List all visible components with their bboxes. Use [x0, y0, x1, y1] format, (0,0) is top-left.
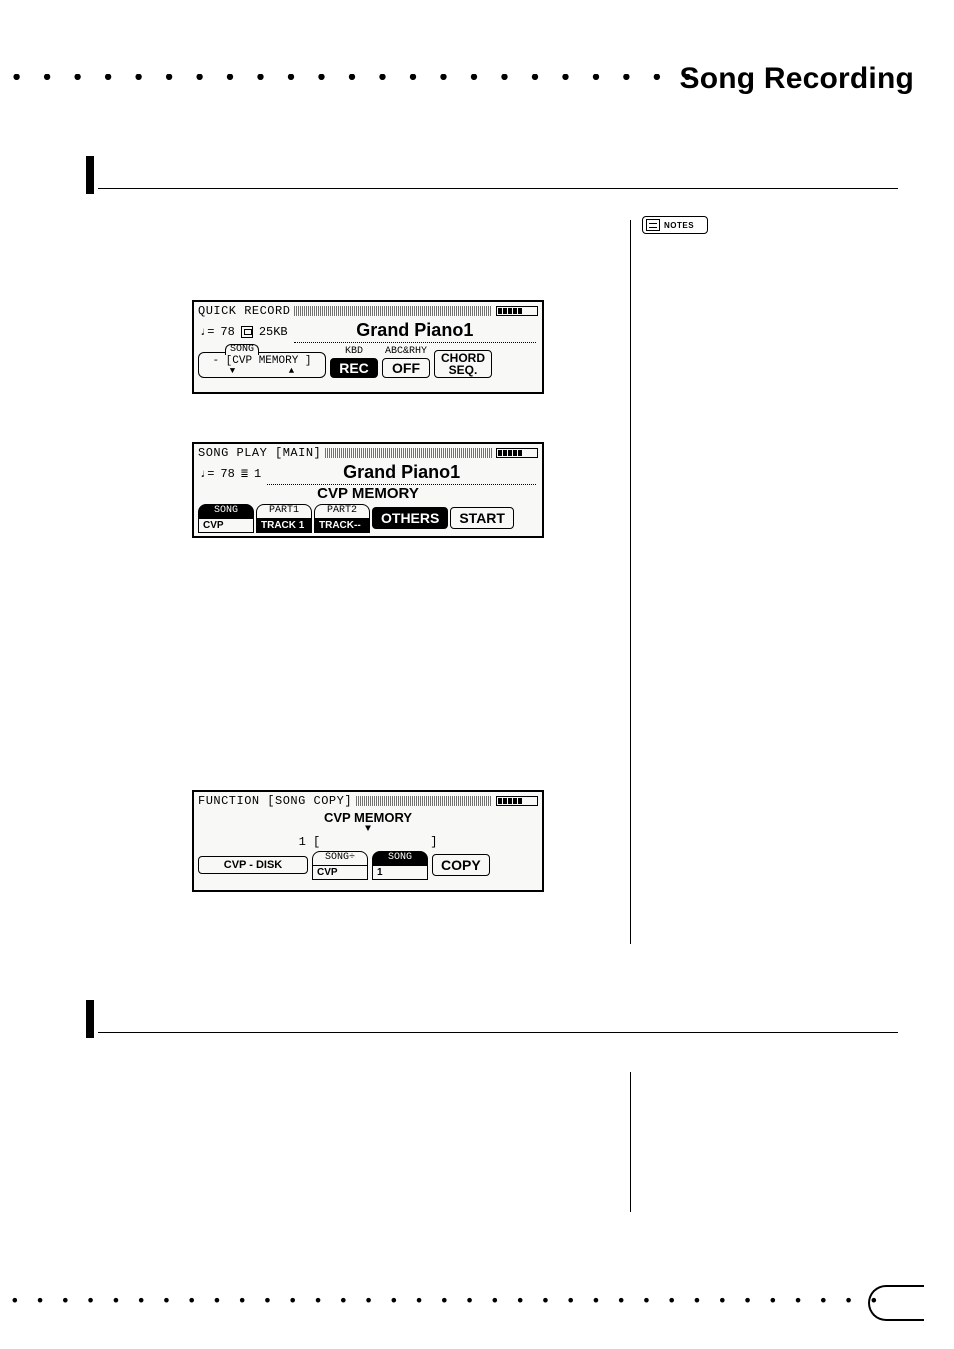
battery-icon — [496, 448, 538, 458]
disk-icon — [241, 326, 253, 338]
lcd-title: FUNCTION [SONG COPY] — [198, 794, 352, 808]
down-icon: ▼ — [230, 367, 235, 376]
off-button[interactable]: OFF — [382, 358, 430, 379]
song-value: - [CVP MEMORY ] — [203, 354, 321, 368]
side-divider — [630, 1072, 631, 1212]
song-tab[interactable]: SONG CVP — [198, 504, 254, 533]
abcrhy-column: ABC&RHY OFF — [382, 347, 430, 378]
cvp-disk-button[interactable]: CVP - DISK — [198, 856, 308, 874]
tab-song-bot: CVP — [198, 519, 254, 533]
part2-tab[interactable]: PART2 TRACK-- — [314, 504, 370, 533]
lcd-song-copy: FUNCTION [SONG COPY] CVP MEMORY ▼ 1 [ ] … — [192, 790, 544, 892]
voice-name: Grand Piano1 — [294, 320, 536, 343]
footer-dots: • • • • • • • • • • • • • • • • • • • • … — [10, 1297, 880, 1305]
chord-seq-button[interactable]: CHORD SEQ. — [434, 350, 492, 378]
disk-size: 25KB — [259, 325, 288, 339]
lcd-quick-record: QUICK RECORD ♩= 78 25KB Grand Piano1 SON… — [192, 300, 544, 394]
song-source[interactable]: SONG÷ CVP — [312, 851, 368, 880]
down-arrow-icon: ▼ — [194, 825, 542, 835]
tab-part1-top: PART1 — [256, 504, 312, 519]
tab-part1-bot: TRACK 1 — [256, 519, 312, 533]
cvp-memory-title: CVP MEMORY — [194, 810, 542, 825]
song-dest-top: SONG — [372, 851, 428, 866]
tab-part2-top: PART2 — [314, 504, 370, 519]
notes-icon — [646, 219, 660, 231]
song-field[interactable]: SONG - [CVP MEMORY ] ▼ ▲ — [198, 352, 326, 379]
bars-icon: ≣ — [241, 466, 248, 481]
page-indicator: 1 — [254, 467, 261, 481]
notes-badge: NOTES — [642, 216, 708, 234]
start-button[interactable]: START — [450, 507, 514, 529]
tempo-value: 78 — [220, 467, 234, 481]
up-icon: ▲ — [289, 367, 294, 376]
kbd-column: KBD REC — [330, 347, 378, 378]
abcrhy-label: ABC&RHY — [385, 347, 427, 358]
notes-label: NOTES — [664, 221, 694, 230]
battery-icon — [496, 796, 538, 806]
hatch-pattern — [325, 448, 492, 458]
tempo-value: 78 — [220, 325, 234, 339]
page-title: Song Recording — [680, 62, 914, 96]
part1-tab[interactable]: PART1 TRACK 1 — [256, 504, 312, 533]
header-dots: • • • • • • • • • • • • • • • • • • • • … — [10, 74, 710, 84]
song-dest[interactable]: SONG 1 — [372, 851, 428, 880]
cvp-memory-title: CVP MEMORY — [194, 485, 542, 502]
hatch-pattern — [356, 796, 492, 806]
lcd-title: SONG PLAY [MAIN] — [198, 446, 321, 460]
index-left: 1 [ — [299, 835, 321, 849]
kbd-label: KBD — [345, 347, 363, 358]
battery-icon — [496, 306, 538, 316]
lcd-title: QUICK RECORD — [198, 304, 290, 318]
song-source-top: SONG÷ — [312, 851, 368, 866]
section-rule — [98, 188, 898, 189]
page-header: • • • • • • • • • • • • • • • • • • • • … — [0, 66, 954, 94]
tab-part2-bot: TRACK-- — [314, 519, 370, 533]
index-right: ] — [430, 835, 437, 849]
copy-button[interactable]: COPY — [432, 854, 490, 876]
song-dest-bot: 1 — [372, 866, 428, 880]
voice-name: Grand Piano1 — [267, 462, 536, 485]
metronome-icon: ♩= — [200, 325, 214, 339]
page-number-badge — [868, 1285, 924, 1321]
metronome-icon: ♩= — [200, 467, 214, 481]
song-source-bot: CVP — [312, 866, 368, 880]
song-label: SONG — [225, 344, 259, 356]
section-marker — [86, 156, 94, 194]
section-marker — [86, 1000, 94, 1038]
section-rule — [98, 1032, 898, 1033]
hatch-pattern — [294, 306, 492, 316]
side-divider — [630, 220, 631, 944]
lcd-song-play: SONG PLAY [MAIN] ♩= 78 ≣ 1 Grand Piano1 … — [192, 442, 544, 538]
rec-button[interactable]: REC — [330, 358, 378, 379]
seq-label: SEQ. — [449, 364, 478, 376]
tab-song-top: SONG — [198, 504, 254, 519]
others-button[interactable]: OTHERS — [372, 507, 448, 529]
